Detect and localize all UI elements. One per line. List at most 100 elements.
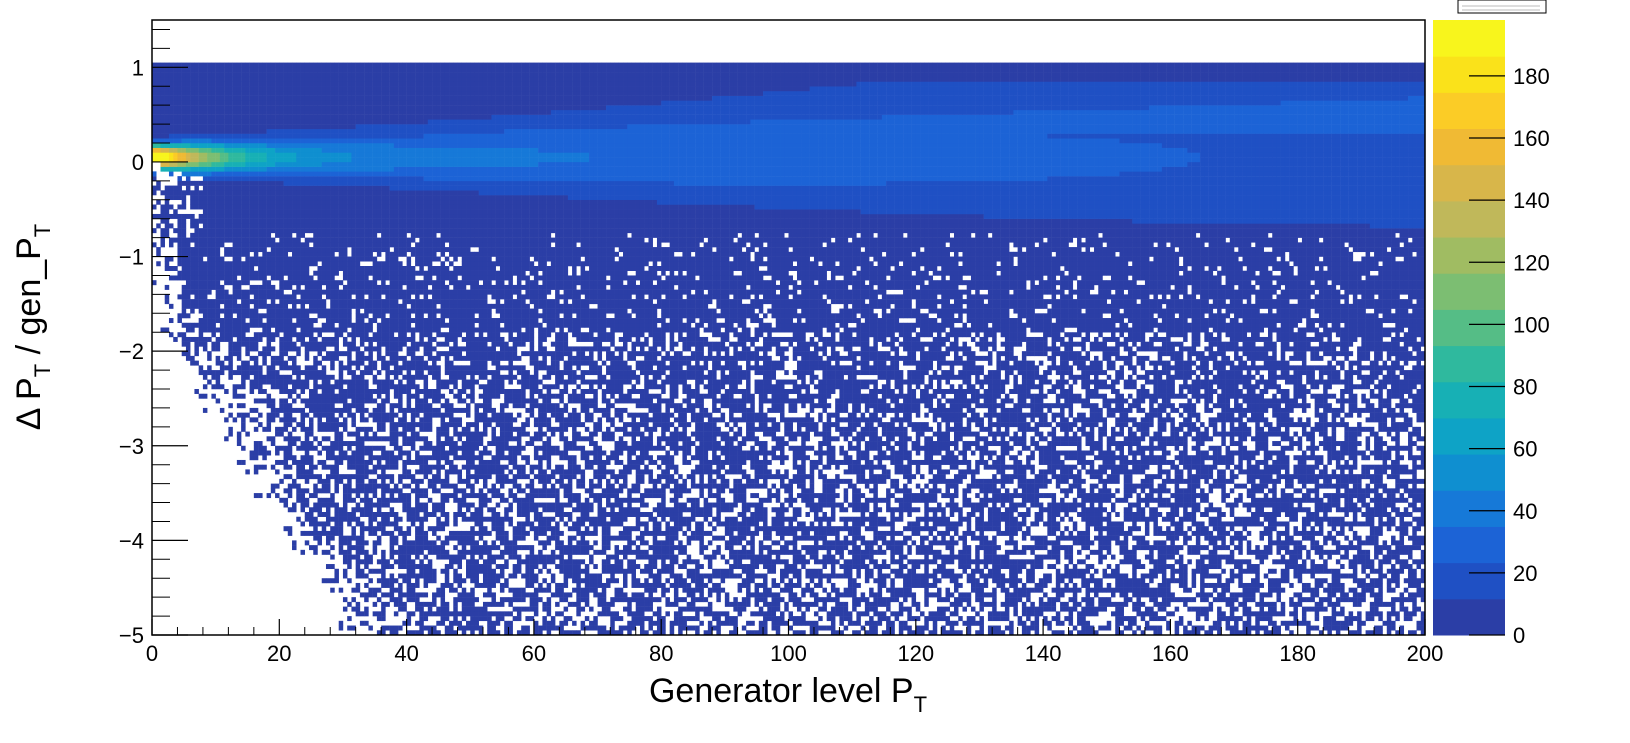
heatmap-cell <box>160 205 164 210</box>
heatmap-cell <box>207 124 211 129</box>
heatmap-cell <box>271 285 275 290</box>
heatmap-cell <box>207 209 211 214</box>
heatmap-cell <box>347 143 351 148</box>
heatmap-cell <box>284 152 288 157</box>
heatmap-cell <box>364 115 368 120</box>
heatmap-cell <box>377 465 381 470</box>
heatmap-cell <box>326 408 330 413</box>
heatmap-cell <box>262 129 266 134</box>
heatmap-cell <box>364 77 368 82</box>
heatmap-cell <box>296 115 300 120</box>
heatmap-cell <box>368 115 372 120</box>
heatmap-cell <box>360 134 364 139</box>
heatmap-cell <box>313 507 317 512</box>
heatmap-cell <box>364 304 368 309</box>
heatmap-cell <box>165 110 169 115</box>
heatmap-cell <box>339 115 343 120</box>
heatmap-cell <box>305 91 309 96</box>
heatmap-cell <box>279 384 283 389</box>
heatmap-cell <box>360 488 364 493</box>
heatmap-cell <box>165 86 169 91</box>
heatmap-cell <box>228 361 232 366</box>
heatmap-cell <box>288 143 292 148</box>
heatmap-cell <box>250 219 254 224</box>
heatmap-cell <box>190 290 194 295</box>
heatmap-cell <box>317 271 321 276</box>
heatmap-cell <box>377 181 381 186</box>
heatmap-cell <box>262 77 266 82</box>
heatmap-cell <box>330 190 334 195</box>
heatmap-cell <box>356 545 360 550</box>
heatmap-cell <box>271 138 275 143</box>
heatmap-cell <box>228 233 232 238</box>
heatmap-cell <box>211 176 215 181</box>
heatmap-cell <box>271 110 275 115</box>
heatmap-cell <box>317 171 321 176</box>
heatmap-cell <box>381 157 385 162</box>
heatmap-cell <box>194 105 198 110</box>
heatmap-cell <box>296 138 300 143</box>
heatmap-cell <box>309 162 313 167</box>
heatmap-cell <box>339 384 343 389</box>
heatmap-cell <box>301 474 305 479</box>
heatmap-cell <box>284 257 288 262</box>
heatmap-cell <box>241 134 245 139</box>
heatmap-cell <box>351 394 355 399</box>
heatmap-cell <box>334 290 338 295</box>
heatmap-cell <box>262 143 266 148</box>
heatmap-cell <box>190 304 194 309</box>
heatmap-cell <box>203 294 207 299</box>
heatmap-cell <box>233 247 237 252</box>
heatmap-cell <box>220 105 224 110</box>
heatmap-cell <box>271 209 275 214</box>
heatmap-cell <box>288 413 292 418</box>
heatmap-cell <box>347 67 351 72</box>
heatmap-cell <box>347 138 351 143</box>
heatmap-cell <box>254 271 258 276</box>
heatmap-cell <box>267 209 271 214</box>
heatmap-cell <box>326 209 330 214</box>
heatmap-cell <box>254 96 258 101</box>
heatmap-cell <box>275 167 279 172</box>
heatmap-cell <box>228 337 232 342</box>
heatmap-cell <box>271 266 275 271</box>
heatmap-cell <box>288 417 292 422</box>
heatmap-cell <box>330 427 334 432</box>
heatmap-cell <box>356 455 360 460</box>
heatmap-cell <box>177 77 181 82</box>
heatmap-cell <box>343 271 347 276</box>
heatmap-cell <box>233 181 237 186</box>
heatmap-cell <box>250 266 254 271</box>
heatmap-cell <box>313 299 317 304</box>
heatmap-cell <box>339 223 343 228</box>
heatmap-cell <box>309 285 313 290</box>
heatmap-cell <box>322 242 326 247</box>
heatmap-cell <box>343 569 347 574</box>
heatmap-cell <box>199 261 203 266</box>
heatmap-cell <box>245 242 249 247</box>
heatmap-cell <box>377 290 381 295</box>
heatmap-cell <box>377 214 381 219</box>
heatmap-cell <box>360 171 364 176</box>
heatmap-cell <box>381 436 385 441</box>
heatmap-cell <box>224 167 228 172</box>
heatmap-cell <box>258 332 262 337</box>
heatmap-cell <box>250 257 254 262</box>
heatmap-cell <box>203 124 207 129</box>
heatmap-cell <box>377 261 381 266</box>
heatmap-cell <box>368 479 372 484</box>
heatmap-cell <box>275 86 279 91</box>
heatmap-cell <box>301 389 305 394</box>
heatmap-cell <box>237 271 241 276</box>
heatmap-cell <box>364 148 368 153</box>
heatmap-cell <box>194 238 198 243</box>
heatmap-cell <box>237 228 241 233</box>
heatmap-cell <box>313 318 317 323</box>
heatmap-cell <box>279 356 283 361</box>
heatmap-cell <box>207 275 211 280</box>
heatmap-cell <box>254 299 258 304</box>
heatmap-cell <box>267 285 271 290</box>
heatmap-cell <box>224 152 228 157</box>
heatmap-cell <box>360 479 364 484</box>
